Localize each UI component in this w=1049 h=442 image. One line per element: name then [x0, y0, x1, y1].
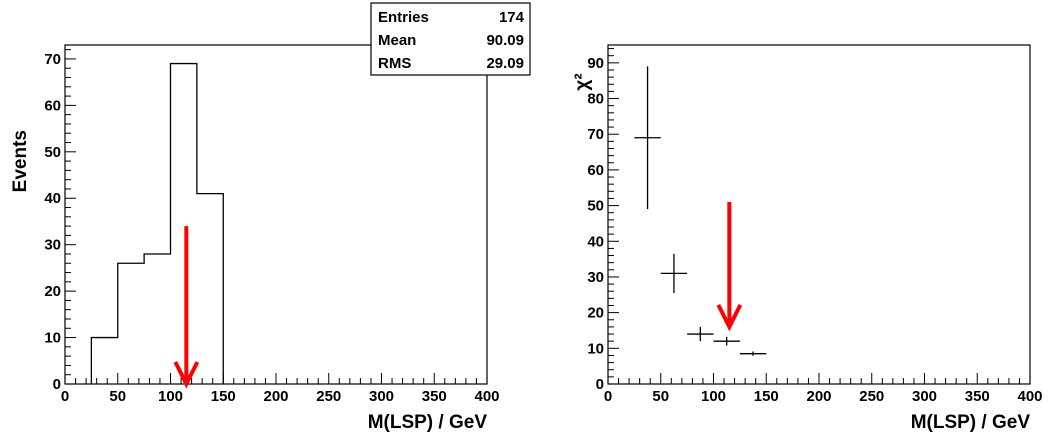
y-tick-label: 60: [44, 97, 61, 114]
y-tick-label: 10: [587, 340, 604, 357]
x-tick-label: 400: [474, 388, 499, 405]
x-tick-label: 150: [754, 388, 779, 405]
stats-mean-label: Mean: [378, 32, 416, 49]
arrow-head: [716, 304, 743, 332]
x-tick-label: 250: [859, 388, 884, 405]
x-tick-label: 300: [369, 388, 394, 405]
x-tick-label: 200: [806, 388, 831, 405]
chi2-point: [660, 253, 688, 294]
stats-entries-label: Entries: [378, 9, 429, 26]
x-axis-label: M(LSP) / GeV: [368, 412, 488, 433]
x-tick-label: 350: [422, 388, 447, 405]
y-axis-label: Events: [10, 130, 31, 192]
chi2-point: [687, 326, 714, 342]
x-tick-label: 400: [1017, 388, 1042, 405]
x-tick-label: 100: [701, 388, 726, 405]
histogram-bin: [171, 64, 197, 384]
x-tick-label: 150: [211, 388, 236, 405]
histogram-bin: [144, 254, 170, 384]
x-tick-label: 300: [912, 388, 937, 405]
x-tick-label: 50: [652, 388, 669, 405]
y-tick-label: 70: [44, 51, 61, 68]
y-tick-label: 0: [53, 376, 61, 393]
chi2-points: [634, 66, 767, 356]
x-tick-label: 50: [109, 388, 126, 405]
y-tick-label: 80: [587, 91, 604, 108]
chi2-point: [739, 351, 767, 356]
x-tick-label: 200: [263, 388, 288, 405]
y-axis-label: χ²: [572, 73, 593, 90]
x-tick-label: 350: [965, 388, 990, 405]
chi2-point: [634, 66, 661, 210]
y-tick-label: 50: [587, 198, 604, 215]
y-tick-label: 30: [44, 237, 61, 254]
stats-rms-label: RMS: [378, 55, 411, 72]
x-tick-label: 0: [604, 388, 612, 405]
chi2-frame: [607, 44, 1031, 385]
histogram-panel: 0 50 100 150 200 250 300 350 400 0 10 20 30 40 50 60 70…: [10, 2, 531, 433]
y-axis-ticks: 0 10 20 30 40 50 60 70: [44, 49, 76, 393]
histogram-outline: [90, 62, 224, 384]
histogram-bin: [197, 194, 223, 384]
marker-arrow: [173, 226, 200, 389]
x-axis-label: M(LSP) / GeV: [911, 412, 1031, 433]
x-tick-label: 0: [61, 388, 69, 405]
x-axis-ticks: 0 50 100 150 200 250 300 350 400: [61, 373, 500, 405]
chi2-point: [713, 336, 740, 346]
stats-entries-value: 174: [499, 9, 525, 26]
y-tick-label: 30: [587, 269, 604, 286]
x-axis-ticks: 0 50 100 150 200 250 300 350 400: [604, 373, 1043, 405]
y-tick-label: 70: [587, 126, 604, 143]
y-tick-label: 20: [587, 305, 604, 322]
histogram-bins: [90, 62, 224, 384]
y-tick-label: 50: [44, 144, 61, 161]
y-tick-label: 10: [44, 330, 61, 347]
marker-arrow: [716, 202, 743, 332]
y-tick-label: 40: [44, 190, 61, 207]
y-tick-label: 60: [587, 162, 604, 179]
stats-box: Entries 174 Mean 90.09 RMS 29.09: [370, 2, 531, 76]
y-axis-ticks: 0 10 20 30 40 50 60 70 80 90: [587, 48, 619, 393]
stats-rms-value: 29.09: [486, 55, 524, 72]
y-tick-label: 0: [596, 376, 604, 393]
histogram-bin: [91, 338, 117, 384]
stats-mean-value: 90.09: [486, 32, 524, 49]
histogram-bin: [118, 263, 144, 384]
x-tick-label: 100: [158, 388, 183, 405]
y-tick-label: 20: [44, 283, 61, 300]
y-tick-label: 90: [587, 55, 604, 72]
x-tick-label: 250: [316, 388, 341, 405]
chi2-panel: 0 50 100 150 200 250 300 350 400 0 10 20 30 40 50 60 70…: [572, 44, 1043, 433]
arrow-head: [173, 361, 200, 389]
y-tick-label: 40: [587, 233, 604, 250]
